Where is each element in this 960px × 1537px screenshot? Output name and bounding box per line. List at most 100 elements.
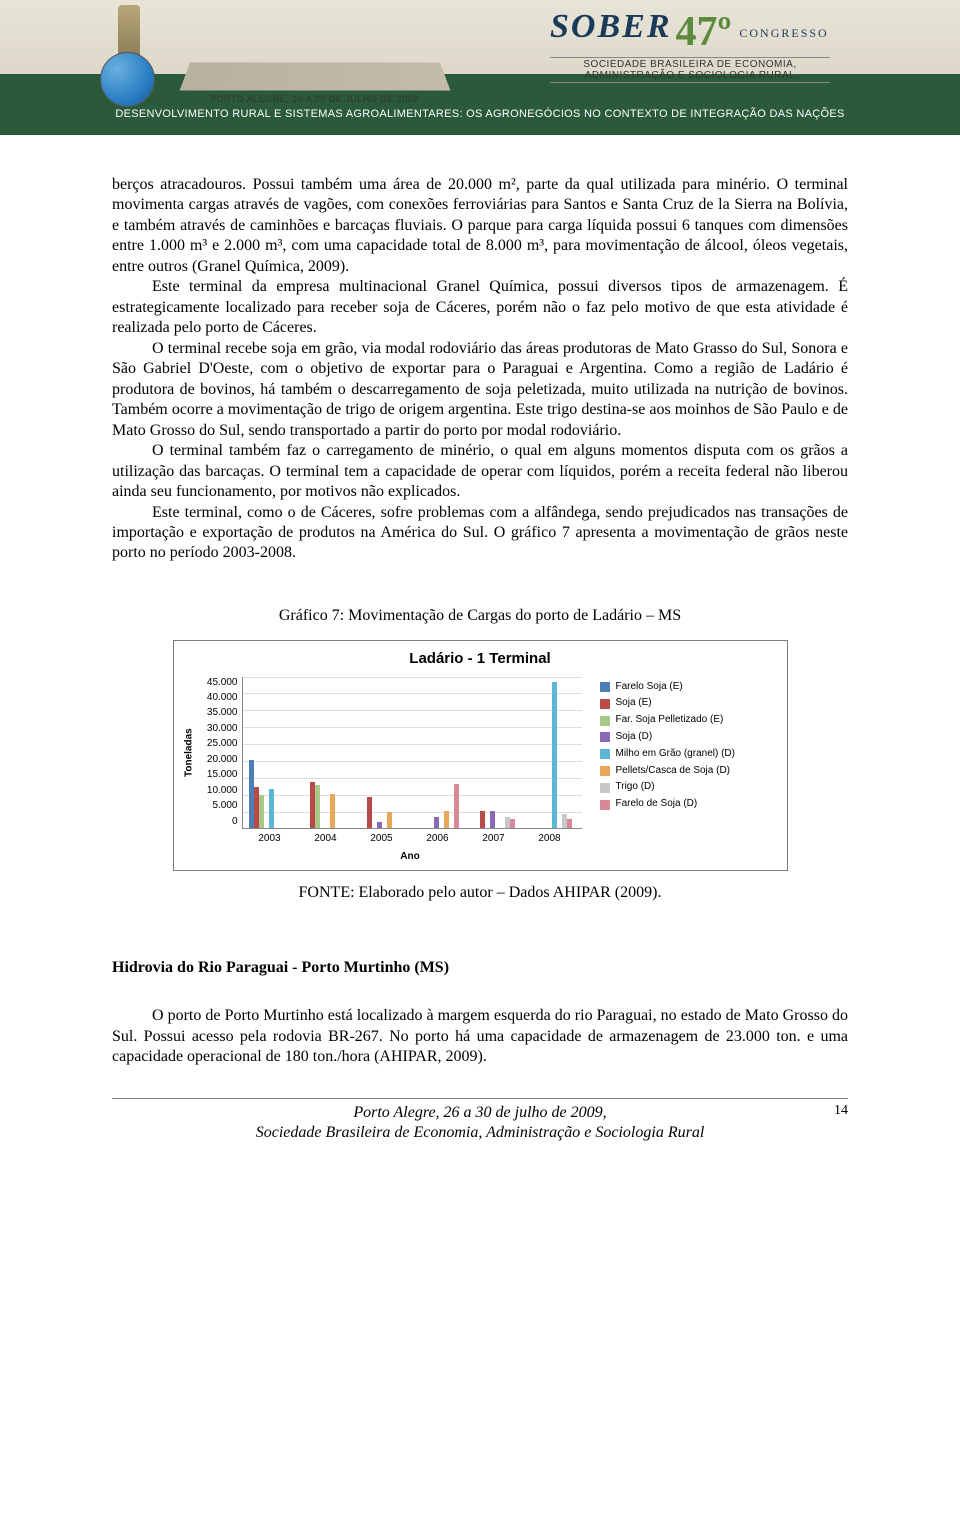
legend-label: Soja (D) [616,731,653,744]
legend-item: Soja (E) [600,697,762,710]
legend-label: Farelo de Soja (D) [616,798,698,811]
legend-swatch [600,766,610,776]
banner-location-text: PORTO ALEGRE, 26 A 30 DE JULHO DE 2009 [210,94,419,104]
chart-xaxis: 200320042005200620072008 [182,833,779,846]
paragraph-4: O terminal também faz o carregamento de … [112,441,848,502]
xtick-label: 2008 [522,833,578,846]
bar [315,785,320,827]
ytick-label: 0 [198,816,238,829]
gridline [243,744,582,745]
section-title-hidrovia: Hidrovia do Rio Paraguai - Porto Murtinh… [112,958,848,978]
gridline [243,727,582,728]
ytick-label: 20.000 [198,754,238,767]
paragraph-5: Este terminal, como o de Cáceres, sofre … [112,503,848,564]
xtick-label: 2006 [410,833,466,846]
chart-source: FONTE: Elaborado pelo autor – Dados AHIP… [112,883,848,903]
banner-theme-text: DESENVOLVIMENTO RURAL E SISTEMAS AGROALI… [0,108,960,120]
ytick-label: 45.000 [198,677,238,690]
sober-congresso: CONGRESSO [739,26,828,40]
bar [552,682,557,827]
page-number: 14 [834,1103,848,1119]
legend-label: Far. Soja Pelletizado (E) [616,714,724,727]
bar-group [532,682,578,827]
legend-item: Trigo (D) [600,781,762,794]
legend-item: Soja (D) [600,731,762,744]
ytick-label: 10.000 [198,785,238,798]
legend-item: Farelo de Soja (D) [600,798,762,811]
gridline [243,710,582,711]
legend-label: Trigo (D) [616,781,655,794]
bar [269,789,274,828]
banner-road-graphic [180,63,451,91]
footer-line-2: Sociedade Brasileira de Economia, Admini… [112,1123,848,1143]
bar [259,795,264,827]
chart-container: Ladário - 1 Terminal Toneladas 45.000 40.… [173,640,788,871]
globe-icon [100,52,155,107]
bar [567,819,572,828]
bar [490,811,495,828]
banner-divider [550,82,830,83]
section2-paragraph-1: O porto de Porto Murtinho está localizad… [112,1006,848,1067]
bar [444,811,449,827]
gridline [243,693,582,694]
legend-label: Soja (E) [616,697,652,710]
ytick-label: 35.000 [198,707,238,720]
legend-item: Milho em Grão (granel) (D) [600,748,762,761]
legend-swatch [600,716,610,726]
bar [434,817,439,827]
chart-xlabel: Ano [42,851,779,864]
chart-yaxis: 45.000 40.000 35.000 30.000 25.000 20.000 15.0… [198,677,242,829]
banner-divider [550,57,830,58]
ytick-label: 40.000 [198,692,238,705]
bar-group [362,797,408,827]
legend-swatch [600,749,610,759]
legend-swatch [600,699,610,709]
paragraph-3: O terminal recebe soja em grão, via moda… [112,339,848,441]
bar-group [249,760,295,828]
header-banner: PORTO ALEGRE, 26 A 30 DE JULHO DE 2009 S… [0,0,960,135]
chart-ylabel: Toneladas [182,677,198,829]
ytick-label: 5.000 [198,800,238,813]
main-text: berços atracadouros. Possui também uma á… [0,175,960,1068]
legend-label: Farelo Soja (E) [616,681,683,694]
legend-label: Pellets/Casca de Soja (D) [616,765,731,778]
bar [387,812,392,828]
bar [510,819,515,827]
paragraph-1: berços atracadouros. Possui também uma á… [112,175,848,277]
bar-group [419,784,465,828]
banner-subtitle-2: ADMINISTRAÇÃO E SOCIOLOGIA RURAL [550,70,830,81]
footer: 14 Porto Alegre, 26 a 30 de julho de 200… [0,1098,960,1173]
legend-swatch [600,783,610,793]
ytick-label: 25.000 [198,738,238,751]
legend-item: Pellets/Casca de Soja (D) [600,765,762,778]
xtick-label: 2007 [466,833,522,846]
ytick-label: 30.000 [198,723,238,736]
sober-logo-text: SOBER [550,8,672,45]
bar [367,797,372,827]
bar-group [305,782,351,828]
banner-subtitle-1: SOCIEDADE BRASILEIRA DE ECONOMIA, [550,59,830,70]
banner-sober-block: SOBER 47º CONGRESSO SOCIEDADE BRASILEIRA… [550,8,830,84]
footer-divider [112,1098,848,1099]
chart-legend: Farelo Soja (E) Soja (E) Far. Soja Pelleti… [582,677,762,829]
chart-caption: Gráfico 7: Movimentação de Cargas do por… [112,606,848,626]
bar [480,811,485,827]
legend-swatch [600,800,610,810]
bar [330,794,335,828]
bar [377,822,382,828]
bar-group [475,811,521,828]
xtick-label: 2003 [242,833,298,846]
legend-item: Farelo Soja (E) [600,681,762,694]
chart-title: Ladário - 1 Terminal [182,649,779,668]
bar [454,784,459,828]
chart-plot-area [242,677,582,829]
legend-label: Milho em Grão (granel) (D) [616,748,735,761]
legend-swatch [600,732,610,742]
sober-edition: 47º [676,9,732,55]
legend-swatch [600,682,610,692]
xtick-label: 2005 [354,833,410,846]
footer-line-1: Porto Alegre, 26 a 30 de julho de 2009, [112,1103,848,1123]
xtick-label: 2004 [298,833,354,846]
paragraph-2: Este terminal da empresa multinacional G… [112,277,848,338]
ytick-label: 15.000 [198,769,238,782]
